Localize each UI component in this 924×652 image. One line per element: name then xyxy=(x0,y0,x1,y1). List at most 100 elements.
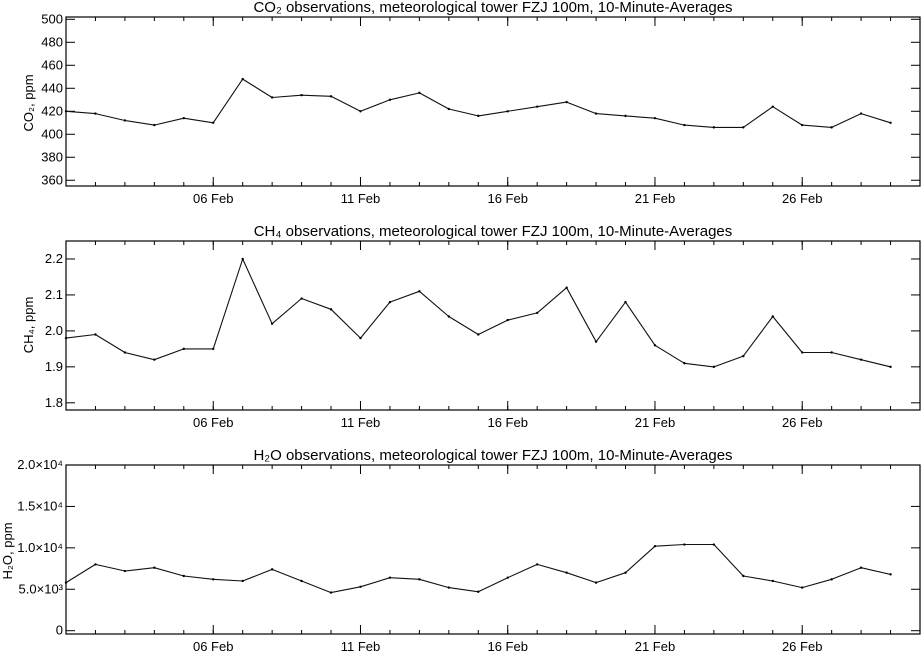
co2-data-point xyxy=(624,114,627,118)
h2o-data-point xyxy=(889,573,892,576)
h2o-data-point xyxy=(94,563,97,566)
h2o-data-point xyxy=(329,591,333,594)
co2-data-point xyxy=(889,121,892,124)
h2o-data-point xyxy=(771,579,774,583)
h2o-data-point xyxy=(624,571,627,574)
co2-y-tick-label: 500 xyxy=(41,11,63,26)
ch4-data-point xyxy=(182,347,185,351)
co2-data-point xyxy=(712,126,716,129)
h2o-data-point xyxy=(418,578,421,581)
co2-y-tick-label: 480 xyxy=(41,34,63,49)
h2o-series-line xyxy=(65,543,891,594)
h2o-data-point xyxy=(447,586,451,589)
co2-x-tick-label: 21 Feb xyxy=(635,191,675,206)
h2o-data-point xyxy=(241,579,244,583)
h2o-data-point xyxy=(801,586,804,589)
co2-y-tick-label: 460 xyxy=(41,57,63,72)
ch4-data-point xyxy=(418,290,421,293)
h2o-data-point xyxy=(859,566,863,569)
ch4-x-tick-label: 06 Feb xyxy=(193,415,233,430)
h2o-data-point xyxy=(712,543,716,546)
co2-data-point xyxy=(801,123,804,127)
h2o-data-point xyxy=(64,581,68,584)
h2o-data-point xyxy=(683,543,686,546)
co2-data-point xyxy=(153,123,156,127)
ch4-data-point xyxy=(859,358,863,361)
ch4-data-point xyxy=(712,365,716,369)
h2o-x-tick-label: 06 Feb xyxy=(193,639,233,652)
h2o-x-tick-label: 11 Feb xyxy=(341,639,381,652)
co2-y-tick-label: 360 xyxy=(41,172,63,187)
h2o-y-tick-label: 1.5×10⁴ xyxy=(17,498,63,513)
co2-data-point xyxy=(477,114,480,118)
co2-data-point xyxy=(447,107,451,111)
ch4-panel: CH₄ observations, meteorological tower F… xyxy=(21,223,921,430)
co2-x-tick-label: 06 Feb xyxy=(193,191,233,206)
co2-data-point xyxy=(94,112,97,115)
h2o-data-point xyxy=(123,569,127,573)
ch4-axis-ticks: 06 Feb 11 Feb 16 Feb 21 Feb 26 Feb 1.8 1.9 2.0 2… xyxy=(45,241,921,430)
ch4-series-line xyxy=(65,258,891,368)
ch4-data-point xyxy=(624,300,627,304)
co2-x-tick-label: 26 Feb xyxy=(782,191,822,206)
h2o-data-point xyxy=(535,563,539,566)
ch4-data-point xyxy=(153,358,156,361)
ch4-data-point xyxy=(270,322,274,325)
ch4-y-tick-label: 2.0 xyxy=(45,323,63,338)
h2o-data-point xyxy=(742,574,745,578)
ch4-x-tick-label: 21 Feb xyxy=(635,415,675,430)
co2-y-tick-label: 420 xyxy=(41,103,63,118)
h2o-data-point xyxy=(653,544,657,548)
ch4-y-axis-label: CH₄, ppm xyxy=(21,297,36,354)
ch4-y-tick-label: 1.9 xyxy=(45,359,63,374)
ch4-plot-frame xyxy=(65,240,921,411)
ch4-data-point xyxy=(241,257,244,261)
ch4-data-point xyxy=(447,315,451,318)
ch4-data-point xyxy=(535,311,539,315)
h2o-panel: H₂O observations, meteorological tower F… xyxy=(0,447,921,652)
co2-plot-frame xyxy=(65,16,921,187)
ch4-chart-title: CH₄ observations, meteorological tower F… xyxy=(254,223,733,240)
ch4-series xyxy=(64,257,892,369)
h2o-data-point xyxy=(270,568,274,571)
ch4-data-point xyxy=(388,300,392,304)
co2-data-point xyxy=(329,95,333,98)
h2o-data-point xyxy=(182,574,185,578)
ch4-y-tick-label: 2.1 xyxy=(45,287,63,302)
h2o-data-point xyxy=(477,590,480,593)
ch4-data-point xyxy=(889,365,892,369)
ch4-data-point xyxy=(594,340,598,343)
ch4-data-point xyxy=(329,308,333,311)
co2-series-line xyxy=(65,78,891,128)
co2-y-axis-label: CO₂, ppm xyxy=(21,74,36,131)
h2o-y-tick-label: 5.0×10³ xyxy=(19,581,64,596)
co2-data-point xyxy=(683,123,686,127)
h2o-data-point xyxy=(830,578,833,581)
co2-data-point xyxy=(359,110,362,113)
ch4-data-point xyxy=(477,333,480,336)
ch4-data-point xyxy=(123,351,127,354)
co2-y-tick-label: 440 xyxy=(41,80,63,95)
co2-data-point xyxy=(270,96,274,99)
h2o-chart-title: H₂O observations, meteorological tower F… xyxy=(253,447,732,464)
h2o-plot-frame xyxy=(65,464,921,635)
ch4-data-point xyxy=(212,347,215,351)
h2o-x-tick-label: 26 Feb xyxy=(782,639,822,652)
h2o-axis-ticks: 06 Feb 11 Feb 16 Feb 21 Feb 26 Feb 0 5.0×10³ 1.… xyxy=(17,457,921,652)
co2-x-tick-label: 11 Feb xyxy=(341,191,381,206)
ch4-data-point xyxy=(565,286,568,289)
h2o-y-tick-label: 0 xyxy=(56,623,63,638)
h2o-data-point xyxy=(153,566,156,569)
co2-series xyxy=(64,77,892,129)
ch4-x-tick-label: 26 Feb xyxy=(782,415,822,430)
co2-y-tick-label: 380 xyxy=(41,149,63,164)
h2o-x-tick-label: 16 Feb xyxy=(487,639,527,652)
h2o-series xyxy=(64,543,892,594)
ch4-data-point xyxy=(801,351,804,354)
co2-data-point xyxy=(535,105,539,108)
co2-data-point xyxy=(300,93,303,97)
h2o-data-point xyxy=(565,571,568,574)
co2-data-point xyxy=(212,121,215,124)
